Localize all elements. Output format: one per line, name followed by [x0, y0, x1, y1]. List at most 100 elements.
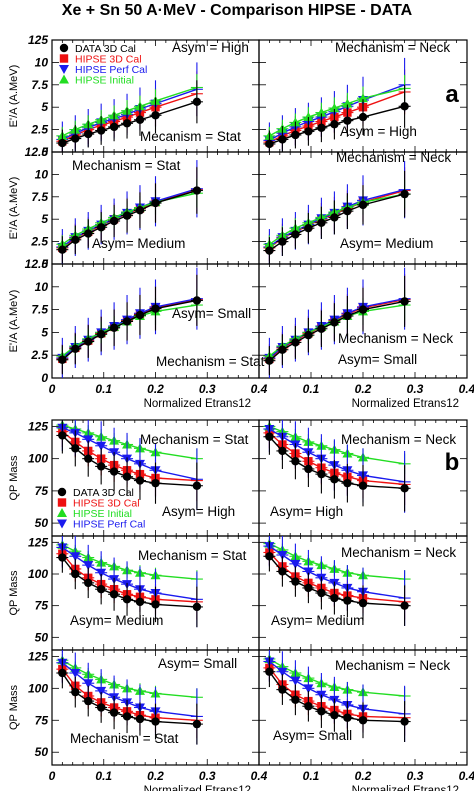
hipse-perf-cal-point	[83, 435, 94, 445]
data-3d-cal-point	[151, 717, 160, 726]
y-tick-label: 5	[41, 212, 48, 226]
data-3d-cal-point	[358, 305, 368, 314]
y-tick-label: 50	[35, 630, 49, 644]
data-3d-cal-point	[192, 186, 202, 195]
series-data-3d-cal	[56, 420, 203, 509]
y-axis-label: E'/A (A.MeV)	[8, 290, 20, 353]
data-3d-cal-point	[265, 667, 274, 676]
data-3d-cal-point	[135, 714, 145, 724]
y-tick-label: 125	[28, 535, 48, 549]
data-3d-cal-point	[58, 553, 67, 562]
panel-label: Asym= Small	[338, 352, 417, 367]
data-3d-cal-point	[122, 472, 132, 481]
data-3d-cal-point	[122, 595, 132, 604]
panel-label: Asym= Small	[158, 656, 237, 671]
y-tick-label: 5	[41, 100, 48, 114]
hipse-perf-cal-point	[303, 684, 314, 694]
data-3d-cal-point	[58, 245, 67, 254]
hipse-initial-point	[303, 112, 314, 122]
data-3d-cal-point	[400, 297, 409, 306]
y-tick-label: 7.5	[31, 303, 48, 317]
legend-hipse-initial-label: HIPSE Initial	[75, 75, 134, 87]
data-3d-cal-point	[151, 198, 160, 208]
data-3d-cal-point	[330, 213, 339, 222]
series-data-3d-cal	[263, 170, 411, 264]
hipse-perf-cal-point	[96, 568, 107, 578]
y-tick-label: 50	[35, 745, 49, 759]
x-tick-label: 0.3	[199, 382, 216, 396]
panel-label: Asym= Small	[273, 728, 352, 743]
y-tick-label: 7.5	[31, 190, 48, 204]
data-3d-cal-point	[96, 126, 106, 135]
data-3d-cal-point	[84, 337, 93, 346]
data-3d-cal-point	[96, 703, 106, 712]
data-3d-cal-point	[291, 457, 300, 466]
data-3d-cal-point	[192, 602, 202, 612]
legend-hipse-perf-cal-marker	[57, 519, 67, 529]
data-3d-cal-point	[151, 478, 160, 488]
data-3d-cal-point	[343, 206, 352, 216]
data-3d-cal-point	[192, 481, 202, 490]
data-3d-cal-point	[84, 454, 93, 463]
x-tick-label: 0.2	[355, 382, 372, 396]
data-3d-cal-point	[151, 111, 160, 120]
panel-label: Mecanism = Stat	[140, 129, 241, 144]
hipse-perf-cal-point	[96, 686, 107, 696]
data-3d-cal-point	[291, 338, 300, 347]
data-3d-cal-point	[317, 469, 326, 479]
panel-label: Asym= Medium	[70, 613, 163, 628]
legend-hipse-3d-cal-label: HIPSE 3D Cal	[73, 498, 140, 510]
legend-data-3d-cal-label: DATA 3D Cal	[73, 487, 134, 499]
data-3d-cal-point	[317, 218, 326, 227]
series-data-3d-cal	[56, 167, 203, 264]
data-3d-cal-point	[304, 702, 313, 711]
data-3d-cal-point	[265, 246, 274, 255]
data-3d-cal-point	[84, 229, 93, 238]
y-axis-label: QP Mass	[8, 684, 20, 730]
data-3d-cal-point	[343, 596, 352, 605]
y-tick-label: 125	[28, 33, 48, 47]
panel-label: Mechanism = Neck	[335, 40, 450, 55]
b-panel-6: Mechanism = Neck Asym= Small	[258, 649, 468, 766]
data-3d-cal-point	[151, 304, 160, 313]
y-tick-label: 7.5	[31, 78, 48, 92]
hipse-initial-point	[358, 93, 368, 103]
legend-hipse-initial-marker	[57, 508, 67, 517]
data-3d-cal-point	[343, 713, 352, 722]
data-3d-cal-point	[343, 116, 352, 125]
data-3d-cal-point	[343, 311, 352, 321]
panel-label: Asym= High	[162, 504, 235, 519]
data-3d-cal-point	[109, 590, 119, 599]
data-3d-cal-point	[358, 716, 368, 725]
x-tick-label: 0.4	[459, 382, 474, 396]
data-3d-cal-point	[96, 585, 106, 594]
panel-label: Asym= High	[270, 504, 343, 519]
y-axis-label: E'/A (A.MeV)	[8, 65, 20, 128]
data-3d-cal-point	[96, 330, 106, 339]
y-tick-label: 2.5	[30, 235, 48, 249]
data-3d-cal-point	[330, 710, 339, 720]
legend-hipse-perf-cal-marker	[59, 65, 69, 74]
data-3d-cal-point	[71, 687, 80, 697]
x-tick-label: 0.2	[355, 769, 372, 783]
x-tick-label: 0.4	[251, 769, 268, 783]
panel-label: Mechanism = Neck	[338, 331, 453, 346]
y-tick-label: 12.5	[25, 257, 49, 271]
series-data-3d-cal	[263, 420, 411, 512]
hipse-perf-cal-point	[83, 679, 94, 689]
panel-label: Mechanism = Neck	[336, 150, 451, 165]
data-3d-cal-point	[71, 344, 80, 354]
panel-letter: a	[445, 81, 459, 108]
series-data-3d-cal	[263, 541, 411, 626]
data-3d-cal-point	[135, 310, 145, 320]
x-tick-label: 0.1	[303, 769, 320, 783]
x-tick-label: 0.3	[407, 382, 424, 396]
data-3d-cal-point	[71, 235, 80, 245]
data-3d-cal-point	[109, 216, 119, 226]
data-3d-cal-point	[304, 583, 313, 593]
legend-hipse-initial-marker	[59, 74, 69, 84]
data-3d-cal-point	[304, 223, 313, 233]
data-3d-cal-point	[58, 138, 67, 148]
data-3d-cal-point	[317, 123, 326, 133]
